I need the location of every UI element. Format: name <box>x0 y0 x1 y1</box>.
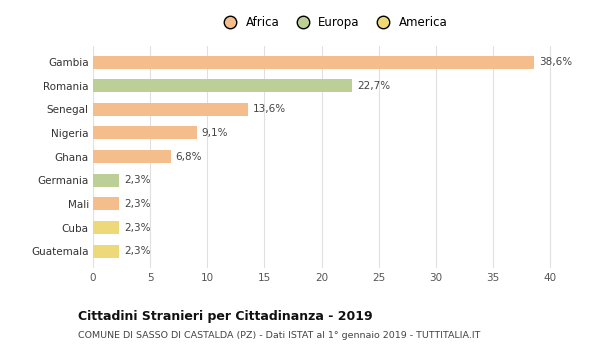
Text: 2,3%: 2,3% <box>124 223 151 232</box>
Text: COMUNE DI SASSO DI CASTALDA (PZ) - Dati ISTAT al 1° gennaio 2019 - TUTTITALIA.IT: COMUNE DI SASSO DI CASTALDA (PZ) - Dati … <box>78 331 481 340</box>
Text: 38,6%: 38,6% <box>539 57 572 67</box>
Legend: Africa, Europa, America: Africa, Europa, America <box>214 12 452 34</box>
Text: 9,1%: 9,1% <box>202 128 228 138</box>
Bar <box>93 126 197 140</box>
Text: 2,3%: 2,3% <box>124 175 151 185</box>
Text: 22,7%: 22,7% <box>357 81 390 91</box>
Bar <box>93 79 352 92</box>
Bar <box>93 103 248 116</box>
Bar <box>93 174 119 187</box>
Bar <box>93 150 171 163</box>
Bar <box>93 56 534 69</box>
Bar <box>93 245 119 258</box>
Bar <box>93 197 119 210</box>
Text: 2,3%: 2,3% <box>124 199 151 209</box>
Text: Cittadini Stranieri per Cittadinanza - 2019: Cittadini Stranieri per Cittadinanza - 2… <box>78 310 373 323</box>
Text: 2,3%: 2,3% <box>124 246 151 256</box>
Bar <box>93 221 119 234</box>
Text: 6,8%: 6,8% <box>175 152 202 162</box>
Text: 13,6%: 13,6% <box>253 104 286 114</box>
